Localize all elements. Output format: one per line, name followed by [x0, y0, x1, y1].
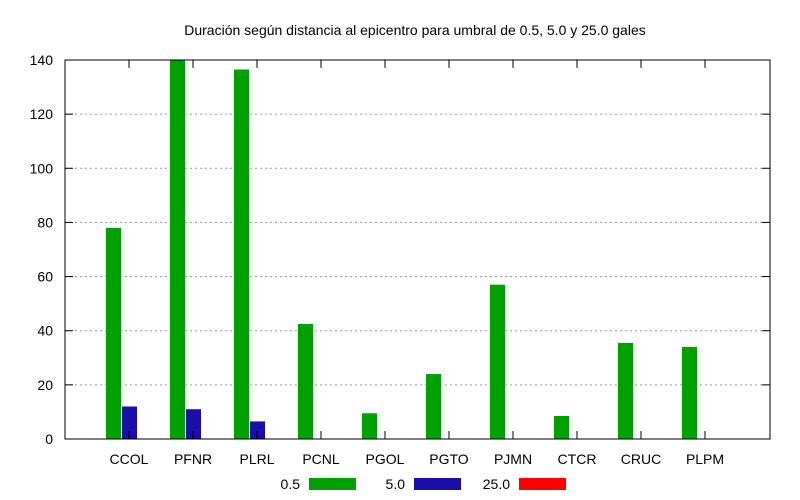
- bar-0_5-pgol: [362, 413, 377, 439]
- x-tick-label: PFNR: [174, 451, 212, 467]
- bar-5_0-pfnr: [186, 409, 201, 439]
- y-tick-label: 120: [30, 106, 54, 122]
- x-tick-label: PJMN: [494, 451, 532, 467]
- x-tick-label: CCOL: [110, 451, 149, 467]
- y-tick-label: 60: [37, 269, 53, 285]
- x-tick-label: PGTO: [429, 451, 469, 467]
- x-tick-label: CTCR: [558, 451, 597, 467]
- x-tick-label: PGOL: [366, 451, 405, 467]
- bar-0_5-pfnr: [170, 60, 185, 439]
- y-tick-label: 40: [37, 323, 53, 339]
- bar-5_0-ccol: [122, 406, 137, 439]
- x-axis: CCOL PFNR PLRL PCNL PGOL PGTO PJMN CTCR CRUC PLPM: [110, 60, 724, 467]
- bar-0_5-cruc: [618, 342, 633, 439]
- legend-swatch: [519, 478, 566, 490]
- legend-swatch: [309, 478, 356, 490]
- bar-0_5-pjmn: [490, 284, 505, 439]
- x-tick-label: CRUC: [621, 451, 661, 467]
- bars: [106, 60, 697, 439]
- bar-0_5-ctcr: [554, 415, 569, 439]
- x-tick-label: PLPM: [686, 451, 724, 467]
- bar-0_5-pgto: [426, 374, 441, 439]
- y-axis: 0 20 40 60 80 100 120 140: [30, 52, 770, 447]
- bar-0_5-plpm: [682, 346, 697, 439]
- bar-0_5-plrl: [234, 69, 249, 439]
- bar-0_5-ccol: [106, 227, 121, 439]
- y-tick-label: 20: [37, 377, 53, 393]
- chart-title: Duración según distancia al epicentro pa…: [184, 22, 646, 38]
- plot-frame: [64, 59, 771, 440]
- legend-label: 0.5: [281, 476, 301, 492]
- y-tick-label: 0: [45, 431, 53, 447]
- y-tick-label: 140: [30, 52, 54, 68]
- legend-label: 25.0: [483, 476, 510, 492]
- legend: 0.5 5.0 25.0: [281, 476, 566, 492]
- y-tick-label: 80: [37, 214, 53, 230]
- legend-swatch: [414, 478, 461, 490]
- x-tick-label: PCNL: [302, 451, 340, 467]
- x-tick-label: PLRL: [239, 451, 274, 467]
- y-tick-label: 100: [30, 160, 54, 176]
- bar-5_0-plrl: [250, 421, 265, 439]
- legend-label: 5.0: [386, 476, 406, 492]
- bar-0_5-pcnl: [298, 323, 313, 439]
